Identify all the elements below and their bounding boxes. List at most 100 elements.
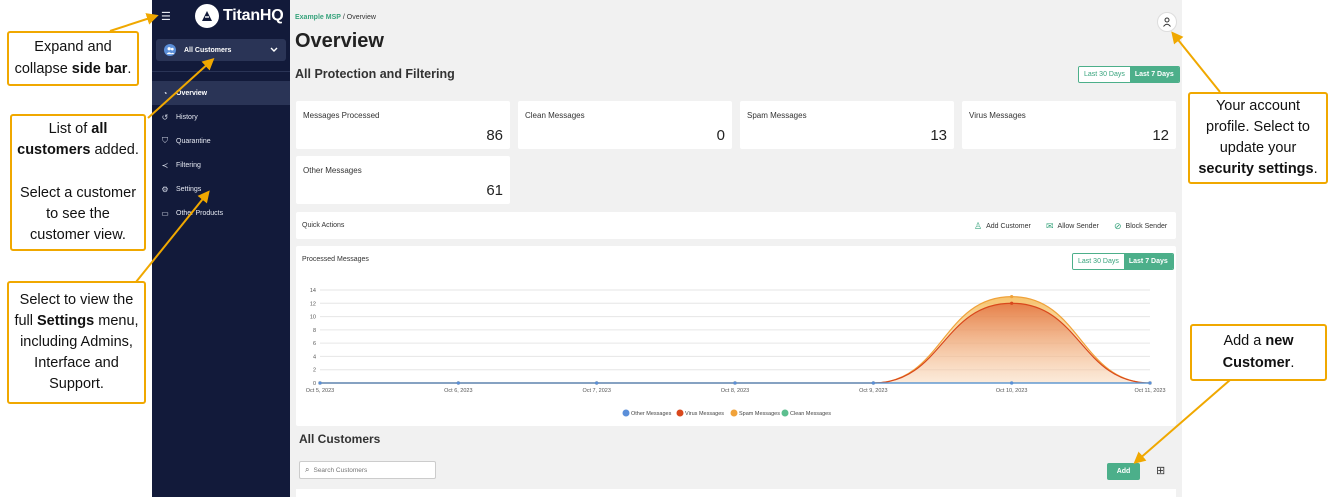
add-customer-button[interactable]: Add	[1107, 463, 1140, 480]
users-icon	[164, 44, 176, 56]
search-input[interactable]	[313, 466, 424, 474]
data-point	[595, 381, 599, 385]
mail-icon: ✉	[1046, 221, 1054, 231]
stat-label: Messages Processed	[303, 111, 380, 120]
chart-range-option-7-days[interactable]: Last 7 Days	[1123, 254, 1173, 269]
table-icon[interactable]: ⊞	[1156, 465, 1166, 477]
data-point	[871, 381, 875, 385]
sidebar-item-label: Other Products	[176, 209, 224, 217]
stat-card-spam: Spam Messages 13	[740, 101, 954, 149]
callout-settings: Select to view the full Settings menu, i…	[7, 281, 146, 404]
stat-value: 86	[486, 127, 503, 144]
share-icon: ≺	[161, 160, 169, 170]
sidebar-item-other-products[interactable]: ▭ Other Products	[152, 201, 290, 225]
legend-marker	[730, 409, 738, 417]
stat-value: 13	[930, 127, 947, 144]
sidebar: ☰ TitanHQ All Customers ◔ Overview	[152, 0, 290, 497]
sidebar-item-history[interactable]: ↺ History	[152, 105, 290, 129]
y-tick-label: 8	[313, 328, 316, 334]
chart-range-toggle: Last 30 Days Last 7 Days	[1072, 253, 1174, 270]
processed-messages-card: Processed Messages Last 30 Days Last 7 D…	[296, 246, 1176, 426]
search-field[interactable]: ⌕	[299, 461, 436, 479]
y-tick-label: 10	[310, 315, 316, 321]
breadcrumb-link[interactable]: Example MSP	[295, 14, 341, 21]
block-icon: ⊘	[1114, 221, 1122, 231]
chart-title: Processed Messages	[302, 256, 369, 263]
search-icon: ⌕	[305, 465, 310, 474]
add-customer-action[interactable]: ♙ Add Customer	[974, 221, 1031, 232]
data-point	[1010, 301, 1014, 305]
gear-icon: ⚙	[161, 184, 169, 194]
sidebar-item-filtering[interactable]: ≺ Filtering	[152, 153, 290, 177]
x-tick-label: Oct 10, 2023	[996, 388, 1028, 394]
stat-label: Other Messages	[303, 166, 362, 175]
stat-label: Clean Messages	[525, 111, 585, 120]
data-point	[456, 381, 460, 385]
stat-value: 61	[486, 182, 503, 199]
sidebar-divider	[152, 71, 290, 72]
legend-label: Spam Messages	[739, 411, 780, 417]
y-tick-label: 6	[313, 341, 316, 347]
x-tick-label: Oct 5, 2023	[306, 388, 334, 394]
breadcrumb-separator: /	[340, 14, 347, 21]
block-sender-action[interactable]: ⊘ Block Sender	[1114, 221, 1167, 232]
stat-value: 12	[1152, 127, 1169, 144]
breadcrumb: Example MSP / Overview	[295, 14, 376, 21]
callout-add: Add a new Customer.	[1190, 324, 1327, 381]
sidebar-item-label: Settings	[176, 185, 202, 193]
x-tick-label: Oct 8, 2023	[721, 388, 749, 394]
sidebar-item-label: Overview	[176, 89, 208, 97]
breadcrumb-current: Overview	[346, 14, 376, 21]
y-tick-label: 2	[313, 368, 316, 374]
data-point	[1148, 381, 1152, 385]
chart-range-option-30-days[interactable]: Last 30 Days	[1073, 254, 1124, 269]
legend-marker	[676, 409, 684, 417]
y-tick-label: 0	[313, 381, 316, 387]
range-option-7-days[interactable]: Last 7 Days	[1129, 67, 1179, 82]
data-point	[733, 381, 737, 385]
add-user-icon: ♙	[974, 221, 983, 231]
action-label: Block Sender	[1125, 223, 1168, 230]
processed-messages-chart: 0 2 4 6 8 10 12 14 Oct 5, 2023 Oct 6, 2023 Oct 7, …	[306, 288, 1166, 417]
main-content: Example MSP / Overview Overview All Prot…	[290, 0, 1182, 497]
arrow-sidebar	[109, 13, 159, 32]
menu-icon[interactable]: ☰	[161, 10, 171, 23]
legend-label: Clean Messages	[790, 411, 831, 417]
data-point	[318, 381, 322, 385]
stat-label: Spam Messages	[747, 111, 807, 120]
range-toggle: Last 30 Days Last 7 Days	[1078, 66, 1180, 83]
quick-actions-title: Quick Actions	[302, 222, 345, 229]
sidebar-header: ☰ TitanHQ	[152, 0, 290, 32]
range-option-30-days[interactable]: Last 30 Days	[1079, 67, 1130, 82]
dashboard-icon: ◔	[162, 88, 168, 98]
section-title: All Protection and Filtering	[295, 67, 455, 81]
customer-table	[296, 489, 1176, 497]
right-margin	[1182, 0, 1330, 497]
sidebar-item-label: History	[176, 113, 198, 121]
legend-marker	[622, 409, 630, 417]
logo-text: TitanHQ	[223, 7, 284, 24]
x-tick-label: Oct 6, 2023	[444, 388, 472, 394]
user-icon[interactable]	[1157, 12, 1177, 32]
customer-selector[interactable]: All Customers	[156, 39, 286, 61]
history-icon: ↺	[161, 112, 169, 122]
callout-profile: Your account profile. Select to update y…	[1188, 92, 1328, 184]
legend-label: Other Messages	[631, 411, 672, 417]
stat-card-processed: Messages Processed 86	[296, 101, 510, 149]
sidebar-nav: ◔ Overview ↺ History ⛉ Quarantine ≺ Filt…	[152, 81, 290, 225]
sidebar-item-label: Filtering	[176, 161, 201, 169]
stat-card-clean: Clean Messages 0	[518, 101, 732, 149]
action-label: Allow Sender	[1057, 223, 1099, 230]
sidebar-item-quarantine[interactable]: ⛉ Quarantine	[152, 129, 290, 153]
sidebar-item-settings[interactable]: ⚙ Settings	[152, 177, 290, 201]
y-tick-label: 12	[310, 301, 316, 307]
sidebar-item-overview[interactable]: ◔ Overview	[152, 81, 290, 105]
x-tick-label: Oct 9, 2023	[859, 388, 887, 394]
allow-sender-action[interactable]: ✉ Allow Sender	[1046, 221, 1099, 232]
data-point	[1010, 381, 1014, 385]
stat-card-virus: Virus Messages 12	[962, 101, 1176, 149]
stat-value: 0	[716, 127, 725, 144]
chevron-down-icon	[270, 46, 278, 55]
shield-icon: ⛉	[162, 136, 168, 145]
